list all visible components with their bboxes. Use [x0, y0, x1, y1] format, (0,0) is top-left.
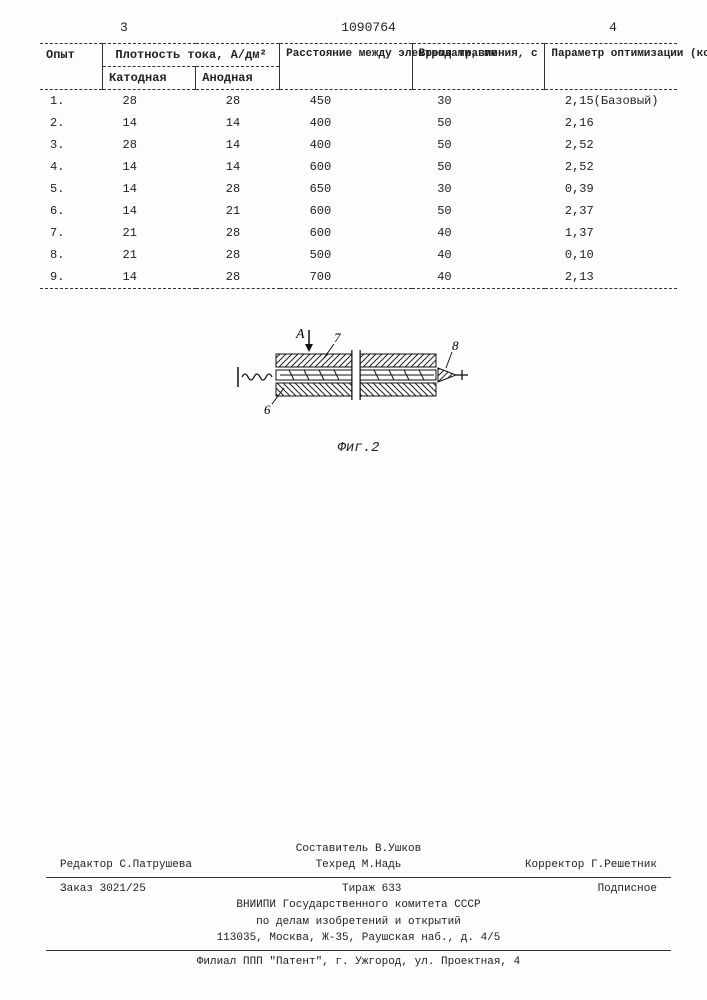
table-cell: 0,10	[545, 244, 677, 266]
table-row: 1.2828450302,15(Базовый)	[40, 90, 677, 113]
table-row: 6.1421600502,37	[40, 200, 677, 222]
page-left-num: 3	[120, 20, 128, 35]
table-cell: 28	[103, 90, 196, 113]
table-cell: 30	[412, 90, 545, 113]
fig-label-6: 6	[264, 402, 271, 417]
table-cell: 600	[280, 200, 413, 222]
footer-branch: Филиал ППП "Патент", г. Ужгород, ул. Про…	[40, 954, 677, 971]
table-cell: 40	[412, 266, 545, 289]
footer-compiler: Составитель В.Ушков	[40, 841, 677, 858]
table-row: 9.1428700402,13	[40, 266, 677, 289]
table-cell: 28	[196, 222, 280, 244]
table-cell: 21	[196, 200, 280, 222]
table-cell: 21	[103, 222, 196, 244]
table-cell: 28	[196, 90, 280, 113]
table-cell: 28	[196, 266, 280, 289]
footer-addr1: 113035, Москва, Ж-35, Раушская наб., д. …	[40, 930, 677, 947]
table-cell: 3.	[40, 134, 103, 156]
table-cell: 40	[412, 244, 545, 266]
figure-2: А 7 6 8 Фиг.2	[40, 322, 677, 456]
table-cell: 2,37	[545, 200, 677, 222]
col-time: Время травления, с	[412, 44, 545, 90]
table-cell: 6.	[40, 200, 103, 222]
table-row: 7.2128600401,37	[40, 222, 677, 244]
table-cell: 4.	[40, 156, 103, 178]
table-cell: 14	[103, 178, 196, 200]
figure-caption: Фиг.2	[40, 440, 677, 456]
table-cell: 40	[412, 222, 545, 244]
col-density-group: Плотность тока, А/дм²	[103, 44, 280, 67]
table-cell: 14	[103, 266, 196, 289]
table-row: 8.2128500400,10	[40, 244, 677, 266]
table-cell: 450	[280, 90, 413, 113]
footer-org2: по делам изобретений и открытий	[40, 914, 677, 931]
table-cell: 14	[103, 200, 196, 222]
table-cell: 2,52	[545, 156, 677, 178]
figure-svg: А 7 6 8	[234, 322, 484, 432]
footer-tirazh: Тираж 633	[342, 881, 401, 898]
table-cell: 14	[196, 156, 280, 178]
footer-block: Составитель В.Ушков Редактор С.Патрушева…	[40, 841, 677, 971]
data-table: Опыт Плотность тока, А/дм² Расстояние ме…	[40, 43, 677, 297]
footer-editor: Редактор С.Патрушева	[60, 857, 192, 874]
table-row: 2.1414400502,16	[40, 112, 677, 134]
table-cell: 50	[412, 156, 545, 178]
table-cell: 400	[280, 112, 413, 134]
table-cell: 650	[280, 178, 413, 200]
footer-corrector: Корректор Г.Решетник	[525, 857, 657, 874]
table-cell: 14	[103, 112, 196, 134]
table-cell: 2,16	[545, 112, 677, 134]
table-row: 4.1414600502,52	[40, 156, 677, 178]
footer-order: Заказ 3021/25	[60, 881, 146, 898]
table-row: 3.2814400502,52	[40, 134, 677, 156]
table-cell: 9.	[40, 266, 103, 289]
col-param: Параметр оптимизации (количество окислов…	[545, 44, 677, 90]
table-cell: 5.	[40, 178, 103, 200]
table-cell: 28	[103, 134, 196, 156]
col-anode: Анодная	[196, 67, 280, 90]
table-cell: 1,37	[545, 222, 677, 244]
table-cell: 50	[412, 112, 545, 134]
fig-label-A: А	[295, 327, 305, 342]
table-cell: 0,39	[545, 178, 677, 200]
page-header: 3 1090764 4	[40, 20, 677, 43]
table-cell: 2,52	[545, 134, 677, 156]
col-distance: Расстояние между электродами, мм	[280, 44, 413, 90]
page-right-num: 4	[609, 20, 617, 35]
col-cathode: Катодная	[103, 67, 196, 90]
table-cell: 600	[280, 156, 413, 178]
table-cell: 1.	[40, 90, 103, 113]
table-cell: 30	[412, 178, 545, 200]
table-cell: 50	[412, 200, 545, 222]
fig-label-8: 8	[452, 338, 459, 353]
col-experiment: Опыт	[40, 44, 103, 90]
fig-label-7: 7	[334, 330, 341, 345]
doc-id: 1090764	[341, 20, 396, 35]
table-cell: 14	[103, 156, 196, 178]
table-cell: 700	[280, 266, 413, 289]
footer-sub: Подписное	[598, 881, 657, 898]
table-cell: 28	[196, 244, 280, 266]
table-cell: 28	[196, 178, 280, 200]
table-cell: 2.	[40, 112, 103, 134]
table-cell: 7.	[40, 222, 103, 244]
table-cell: 21	[103, 244, 196, 266]
table-cell: 14	[196, 112, 280, 134]
table-cell: 2,13	[545, 266, 677, 289]
footer-tech: Техред М.Надь	[316, 857, 402, 874]
table-cell: 500	[280, 244, 413, 266]
table-cell: 600	[280, 222, 413, 244]
table-cell: 8.	[40, 244, 103, 266]
table-cell: 50	[412, 134, 545, 156]
table-cell: 400	[280, 134, 413, 156]
table-cell: 14	[196, 134, 280, 156]
footer-org1: ВНИИПИ Государственного комитета СССР	[40, 897, 677, 914]
table-row: 5.1428650300,39	[40, 178, 677, 200]
table-cell: 2,15(Базовый)	[545, 90, 677, 113]
